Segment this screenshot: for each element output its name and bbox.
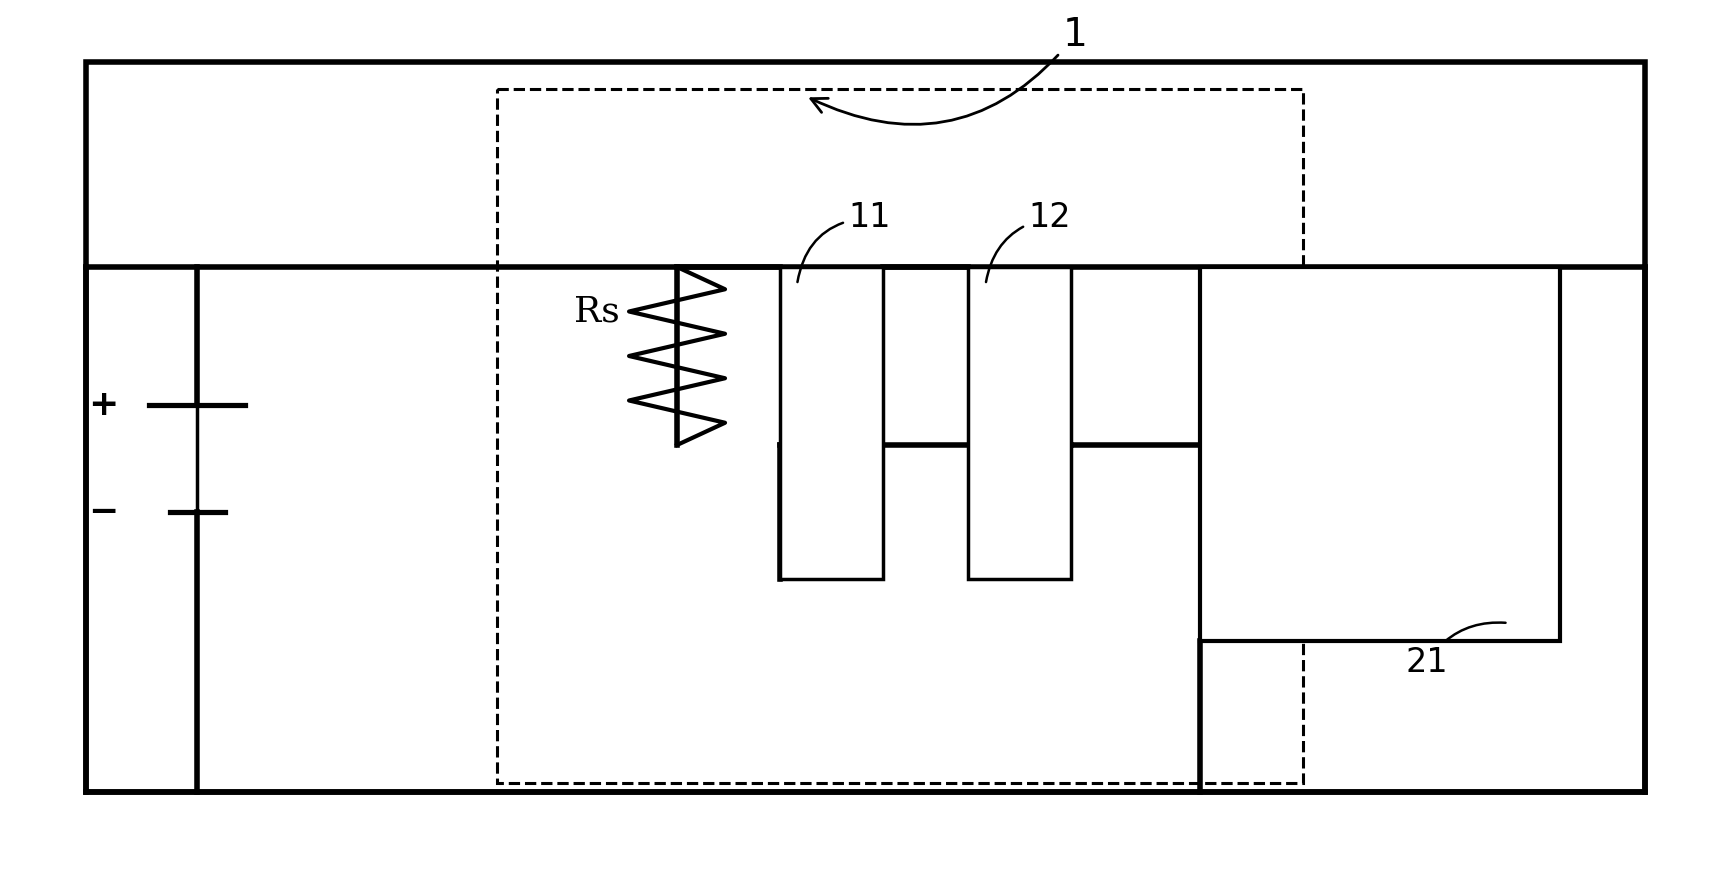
Text: 12: 12 xyxy=(986,201,1071,282)
Text: 1: 1 xyxy=(811,16,1088,125)
Text: 21: 21 xyxy=(1405,622,1505,679)
Text: Rs: Rs xyxy=(574,295,620,328)
Text: +: + xyxy=(87,388,118,422)
Text: 11: 11 xyxy=(797,201,891,282)
Bar xyxy=(968,267,1071,578)
Bar xyxy=(497,89,1303,783)
Bar xyxy=(780,267,883,578)
Text: −: − xyxy=(87,495,118,529)
Bar xyxy=(1200,267,1560,641)
